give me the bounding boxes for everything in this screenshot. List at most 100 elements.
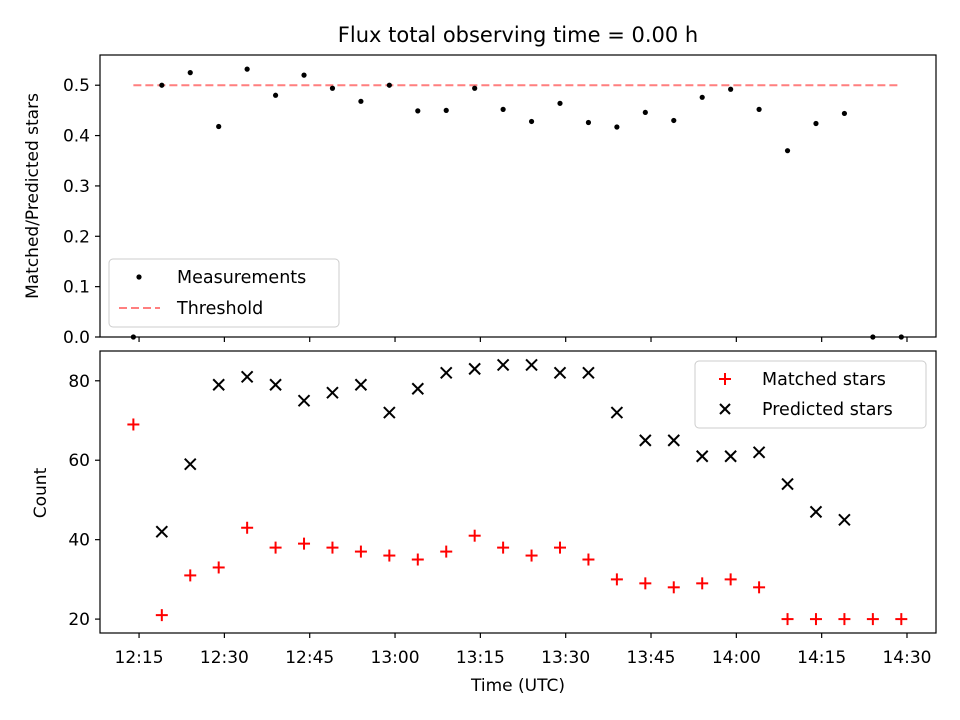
matched-stars-point — [440, 545, 453, 558]
measurement-point — [784, 148, 791, 154]
bottom-y-tick-label: 60 — [68, 451, 90, 471]
predicted-stars-point — [184, 457, 197, 471]
measurement-point — [216, 123, 222, 130]
measurement-point — [187, 70, 193, 76]
measurement-point — [159, 82, 165, 88]
legend-matched-marker — [719, 373, 731, 385]
matched-stars-point — [553, 541, 566, 554]
predicted-stars-point — [496, 358, 510, 372]
predicted-stars-point — [696, 450, 709, 463]
predicted-stars-point — [297, 394, 311, 407]
predicted-stars-point — [354, 378, 368, 391]
matched-stars-point — [127, 418, 140, 431]
matched-stars-point — [696, 577, 709, 590]
bottom-legend-box — [694, 360, 927, 429]
matched-stars-point — [781, 613, 794, 626]
measurement-point — [244, 66, 250, 72]
x-tick-label: 13:00 — [371, 648, 420, 668]
measurement-point — [272, 92, 279, 98]
measurement-point — [415, 108, 421, 114]
bottom-plot-frame — [99, 350, 937, 634]
predicted-stars-point — [212, 378, 225, 391]
bottom-x-axis: 12:15 12:30 12:45 13:00 13:15 13:30 13:45 14:00… — [115, 633, 931, 668]
bottom-y-tick-label: 20 — [68, 610, 90, 630]
bottom-y-axis: 20 40 60 80 — [68, 372, 100, 630]
measurement-point — [358, 98, 364, 104]
predicted-stars-point — [667, 434, 680, 447]
x-axis-label: Time (UTC) — [470, 676, 565, 696]
measurement-point — [642, 109, 648, 116]
predicted-stars-point — [468, 362, 481, 376]
measurement-point — [585, 119, 592, 126]
x-tick-label: 14:00 — [712, 648, 761, 668]
matched-stars-point — [497, 541, 510, 554]
measurement-point — [443, 107, 449, 113]
measurement-point — [301, 72, 307, 78]
matched-stars-point — [212, 561, 225, 574]
top-y-tick-label: 0.1 — [63, 278, 90, 298]
predicted-stars-point — [838, 513, 851, 527]
measurement-point — [841, 110, 848, 117]
bottom-marks — [127, 358, 908, 626]
matched-stars-point — [326, 541, 339, 554]
predicted-stars-point — [440, 366, 453, 380]
matched-stars-point — [184, 569, 197, 582]
chart-title: Flux total observing time = 0.00 h — [338, 23, 698, 47]
measurement-point — [386, 82, 392, 88]
measurement-point — [614, 124, 620, 130]
top-y-tick-label: 0.0 — [63, 328, 90, 348]
bottom-legend: Matched stars Predicted stars — [694, 360, 927, 429]
legend-threshold-label: Threshold — [176, 299, 263, 319]
top-plot-frame — [99, 54, 937, 338]
matched-stars-point — [354, 545, 367, 558]
measurement-point — [671, 117, 677, 124]
x-tick-label: 13:30 — [541, 648, 590, 668]
matched-stars-point — [610, 573, 623, 586]
x-tick-label: 12:30 — [200, 648, 249, 668]
x-tick-label: 14:15 — [797, 648, 846, 668]
matched-stars-point — [838, 613, 851, 626]
x-tick-label: 12:15 — [115, 648, 164, 668]
predicted-stars-point — [781, 477, 794, 491]
matched-stars-point — [383, 549, 396, 562]
predicted-stars-point — [724, 450, 737, 463]
matched-stars-point — [724, 573, 737, 586]
matched-stars-point — [155, 609, 168, 622]
matched-stars-point — [582, 553, 595, 566]
matched-stars-point — [753, 581, 766, 594]
x-tick-label: 14:30 — [882, 648, 931, 668]
predicted-stars-point — [610, 406, 624, 419]
measurement-point — [557, 100, 563, 106]
legend-measurements-label: Measurements — [177, 268, 306, 288]
measurement-point — [813, 120, 819, 127]
measurement-point — [756, 106, 762, 112]
measurement-point — [528, 118, 535, 125]
top-panel: 0.0 0.1 0.2 0.3 0.4 0.5 Matched/Predicted sta… — [23, 54, 937, 348]
measurement-point — [472, 85, 478, 91]
matched-stars-point — [241, 521, 254, 534]
bottom-y-axis-label: Count — [31, 467, 51, 518]
matched-stars-point — [525, 549, 538, 562]
top-y-axis-label: Matched/Predicted stars — [23, 93, 43, 299]
top-y-tick-label: 0.2 — [63, 227, 90, 247]
top-y-axis: 0.0 0.1 0.2 0.3 0.4 0.5 — [63, 76, 100, 348]
matched-stars-point — [667, 581, 680, 594]
predicted-stars-point — [553, 366, 567, 380]
predicted-stars-point — [383, 406, 396, 419]
top-y-tick-label: 0.5 — [63, 76, 90, 96]
top-legend-box — [108, 258, 340, 328]
predicted-stars-point — [326, 386, 339, 399]
legend-predicted-marker — [719, 403, 731, 415]
x-tick-label: 13:15 — [456, 648, 505, 668]
matched-stars-point — [298, 537, 311, 550]
bottom-y-tick-label: 80 — [68, 372, 90, 392]
legend-predicted-label: Predicted stars — [762, 400, 893, 420]
measurement-point — [329, 85, 336, 91]
matched-stars-point — [411, 553, 424, 566]
legend-matched-label: Matched stars — [762, 370, 886, 390]
predicted-stars-point — [582, 366, 595, 380]
predicted-stars-point — [411, 382, 424, 395]
top-y-tick-label: 0.4 — [63, 127, 90, 147]
